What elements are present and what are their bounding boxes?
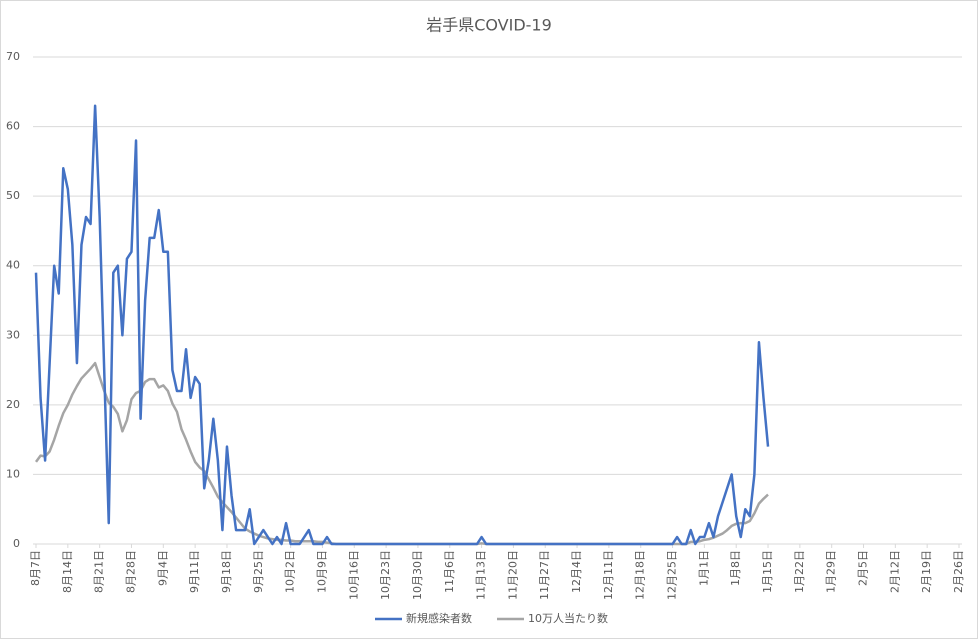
- x-tick-label: 12月4日: [570, 550, 583, 593]
- x-tick-label: 8月14日: [61, 550, 74, 593]
- x-tick-label: 9月11日: [188, 550, 201, 593]
- y-tick-label: 30: [6, 328, 20, 341]
- x-tick-label: 12月25日: [666, 550, 679, 600]
- x-tick-label: 10月9日: [315, 550, 328, 593]
- x-tick-label: 8月21日: [93, 550, 106, 593]
- legend-label: 10万人当たり数: [528, 611, 608, 625]
- x-tick-label: 8月28日: [124, 550, 137, 593]
- series-line: [34, 104, 770, 546]
- y-tick-label: 40: [6, 259, 20, 272]
- x-tick-label: 1月1日: [697, 550, 710, 586]
- x-tick-label: 2月12日: [888, 550, 901, 593]
- y-tick-label: 20: [6, 398, 20, 411]
- x-tick-label: 2月5日: [857, 550, 870, 586]
- x-tick-label: 11月13日: [475, 550, 488, 600]
- x-tick-label: 9月18日: [220, 550, 233, 593]
- legend-label: 新規感染者数: [406, 611, 472, 625]
- y-tick-label: 70: [6, 50, 20, 63]
- x-tick-label: 11月6日: [443, 550, 456, 593]
- x-tick-label: 8月7日: [29, 550, 42, 586]
- x-tick-label: 2月26日: [952, 550, 965, 593]
- x-tick-label: 10月30日: [411, 550, 424, 600]
- x-tick-label: 1月22日: [793, 550, 806, 593]
- x-tick-label: 11月27日: [538, 550, 551, 600]
- x-tick-label: 2月19日: [920, 550, 933, 593]
- chart-title: 岩手県COVID-19: [426, 16, 552, 35]
- x-tick-label: 1月29日: [825, 550, 838, 593]
- x-tick-label: 10月2日: [284, 550, 297, 593]
- x-tick-label: 1月8日: [729, 550, 742, 586]
- y-tick-label: 50: [6, 189, 20, 202]
- x-tick-label: 10月23日: [379, 550, 392, 600]
- x-tick-label: 12月18日: [634, 550, 647, 600]
- x-tick-label: 11月20日: [506, 550, 519, 600]
- x-tick-label: 1月15日: [761, 550, 774, 593]
- x-tick-label: 9月25日: [252, 550, 265, 593]
- y-tick-label: 10: [6, 467, 20, 480]
- y-tick-label: 60: [6, 120, 20, 133]
- y-tick-label: 0: [13, 537, 20, 550]
- x-tick-label: 9月4日: [156, 550, 169, 586]
- x-tick-label: 12月11日: [602, 550, 615, 600]
- x-tick-label: 10月16日: [347, 550, 360, 600]
